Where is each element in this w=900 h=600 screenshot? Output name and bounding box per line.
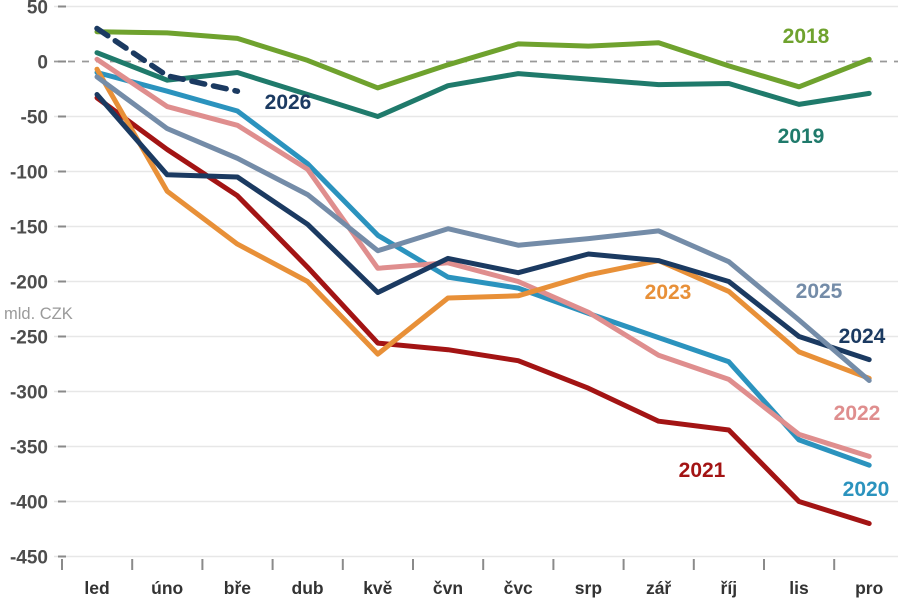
series-label-2018: 2018	[783, 25, 830, 48]
series-line-2022	[94, 56, 872, 459]
month-label-pro: pro	[855, 578, 883, 598]
y-axis-label-50: 50	[27, 0, 48, 19]
series-line-2021	[94, 95, 872, 526]
series-label-2022: 2022	[834, 402, 881, 425]
series-label-2020: 2020	[843, 478, 890, 501]
y-axis-label--200: -200	[10, 273, 48, 294]
month-label-lis: lis	[789, 578, 809, 598]
month-label-čvn: čvn	[433, 578, 463, 598]
series-line-2025	[94, 74, 872, 383]
month-label-led: led	[84, 578, 109, 598]
y-axis-label--250: -250	[10, 328, 48, 349]
series-line-2018	[94, 29, 872, 91]
series-line-2026	[94, 25, 241, 94]
y-axis-label--300: -300	[10, 383, 48, 404]
y-axis-label--150: -150	[10, 218, 48, 239]
y-axis-label--400: -400	[10, 493, 48, 514]
series-label-2024: 2024	[839, 325, 886, 348]
series-label-2021: 2021	[679, 459, 726, 482]
month-label-bře: bře	[224, 578, 252, 598]
month-label-říj: říj	[721, 578, 738, 598]
series-label-2023: 2023	[645, 281, 692, 304]
series-label-2025: 2025	[796, 280, 843, 303]
series-label-2026: 2026	[265, 91, 312, 114]
y-axis-label-0: 0	[37, 53, 48, 74]
axis-unit-label: mld. CZK	[4, 305, 73, 323]
series-line-2024	[94, 92, 872, 363]
y-axis-label--450: -450	[10, 548, 48, 569]
month-label-zář: zář	[646, 578, 671, 598]
month-label-srp: srp	[575, 578, 602, 598]
y-axis-label--50: -50	[21, 108, 48, 129]
series-line-2023	[94, 66, 872, 381]
month-label-čvc: čvc	[504, 578, 533, 598]
y-axis-label--100: -100	[10, 163, 48, 184]
series-label-2019: 2019	[778, 125, 825, 148]
y-axis-label--350: -350	[10, 438, 48, 459]
month-label-dub: dub	[292, 578, 324, 598]
month-label-úno: úno	[151, 578, 183, 598]
series-line-2019	[94, 50, 872, 119]
series-line-2020	[94, 70, 872, 468]
month-label-kvě: kvě	[363, 578, 392, 598]
